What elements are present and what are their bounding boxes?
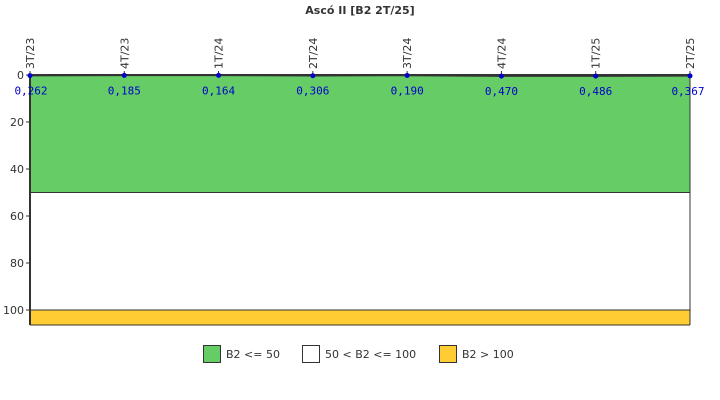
x-tick-label: 4T/24 (495, 38, 508, 69)
data-point (593, 73, 599, 79)
legend-swatch-white (302, 345, 320, 363)
y-tick-label: 80 (10, 257, 24, 270)
x-tick-label: 1T/25 (590, 38, 603, 69)
data-point (310, 73, 316, 79)
x-tick-label: 1T/24 (213, 38, 226, 69)
x-tick-label: 3T/23 (24, 38, 37, 69)
y-tick-label: 100 (3, 304, 24, 317)
data-point (687, 73, 693, 79)
data-label: 0,367 (671, 85, 704, 98)
band-0 (30, 75, 690, 193)
x-tick-label: 2T/25 (684, 38, 697, 69)
x-tick-label: 2T/24 (307, 38, 320, 69)
legend-label: B2 <= 50 (226, 347, 280, 361)
data-label: 0,306 (296, 85, 329, 98)
legend-swatch-yellow (439, 345, 457, 363)
legend-label: 50 < B2 <= 100 (325, 347, 417, 361)
data-label: 0,486 (579, 85, 612, 98)
legend-label: B2 > 100 (462, 347, 514, 361)
data-line (29, 74, 691, 77)
y-tick-label: 0 (17, 69, 24, 82)
data-label: 0,262 (14, 85, 47, 98)
band-1 (30, 192, 690, 310)
data-point (498, 73, 504, 79)
y-tick-label: 20 (10, 116, 24, 129)
y-tick-label: 40 (10, 163, 24, 176)
band-2 (30, 310, 690, 326)
chart-title: Ascó II [B2 2T/25] (305, 4, 415, 17)
x-tick-label: 4T/23 (118, 38, 131, 69)
data-point (404, 72, 410, 78)
legend-item-green: B2 <= 50 (203, 345, 280, 363)
legend-swatch-green (203, 345, 221, 363)
legend-item-white: 50 < B2 <= 100 (302, 345, 416, 363)
x-tick-label: 3T/24 (401, 38, 414, 69)
legend: B2 <= 50 50 < B2 <= 100 B2 > 100 (0, 345, 720, 367)
legend-item-yellow: B2 > 100 (439, 345, 514, 363)
y-tick-label: 60 (10, 210, 24, 223)
data-point (121, 72, 127, 78)
data-label: 0,164 (202, 84, 235, 97)
data-point (216, 72, 222, 78)
data-label: 0,190 (391, 84, 424, 97)
data-label: 0,185 (108, 84, 141, 97)
data-point (27, 73, 33, 79)
data-label: 0,470 (485, 85, 518, 98)
